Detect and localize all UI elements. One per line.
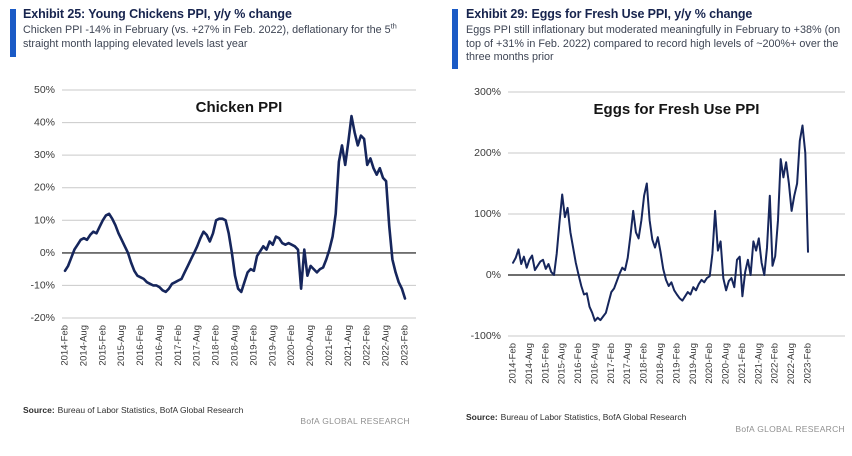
x-tick-label: 2014-Aug bbox=[78, 325, 89, 366]
source-label: Source: bbox=[23, 405, 55, 415]
panel-chicken-ppi: Exhibit 25: Young Chickens PPI, y/y % ch… bbox=[10, 7, 416, 426]
chart-title: Chicken PPI bbox=[196, 99, 283, 116]
y-axis-labels: 50% 40% 30% 20% 10% 0% -10% -20% bbox=[30, 84, 55, 324]
x-tick-label: 2022-Aug bbox=[786, 343, 797, 384]
y-tick-label: -100% bbox=[471, 330, 501, 342]
x-tick-label: 2016-Feb bbox=[573, 343, 584, 384]
x-tick-label: 2014-Aug bbox=[524, 343, 535, 384]
subtitle-text-before: Chicken PPI -14% in February (vs. +27% i… bbox=[23, 24, 391, 36]
x-tick-label: 2021-Aug bbox=[343, 325, 354, 366]
x-tick-label: 2022-Aug bbox=[381, 325, 392, 366]
x-tick-label: 2021-Feb bbox=[737, 343, 748, 384]
y-tick-label: 20% bbox=[34, 182, 55, 194]
x-tick-label: 2015-Aug bbox=[557, 343, 568, 384]
x-tick-label: 2021-Aug bbox=[753, 343, 764, 384]
x-tick-label: 2018-Aug bbox=[655, 343, 666, 384]
subtitle-superscript: th bbox=[390, 21, 397, 31]
x-axis-labels: 2014-Feb 2014-Aug 2015-Feb 2015-Aug 2016-Feb… bbox=[508, 343, 814, 384]
source-row: Source: Bureau of Labor Statistics, BofA … bbox=[466, 412, 686, 422]
exhibit-subtitle: Eggs PPI still inflationary but moderate… bbox=[466, 24, 841, 63]
x-tick-label: 2019-Feb bbox=[248, 325, 259, 366]
subtitle-text-after: straight month lapping elevated levels l… bbox=[23, 37, 248, 50]
x-tick-label: 2019-Aug bbox=[688, 343, 699, 384]
y-tick-label: 30% bbox=[34, 149, 55, 161]
x-tick-label: 2018-Aug bbox=[230, 325, 241, 366]
y-tick-label: 0% bbox=[486, 269, 501, 281]
x-tick-label: 2020-Feb bbox=[286, 325, 297, 366]
x-tick-label: 2015-Aug bbox=[116, 325, 127, 366]
x-tick-label: 2019-Aug bbox=[267, 325, 278, 366]
x-tick-label: 2016-Aug bbox=[154, 325, 165, 366]
y-gridlines bbox=[62, 89, 416, 319]
exhibit-title: Exhibit 29: Eggs for Fresh Use PPI, y/y … bbox=[466, 7, 753, 21]
exhibit-accent-bar bbox=[10, 9, 16, 57]
x-tick-label: 2018-Feb bbox=[211, 325, 222, 366]
panel-eggs-ppi: Exhibit 29: Eggs for Fresh Use PPI, y/y … bbox=[426, 0, 852, 456]
y-tick-label: 300% bbox=[474, 86, 501, 98]
x-tick-label: 2019-Feb bbox=[671, 343, 682, 384]
y-tick-label: 40% bbox=[34, 117, 55, 129]
x-tick-label: 2020-Aug bbox=[721, 343, 732, 384]
x-tick-label: 2016-Feb bbox=[135, 325, 146, 366]
x-tick-label: 2015-Feb bbox=[540, 343, 551, 384]
x-tick-label: 2017-Feb bbox=[606, 343, 617, 384]
bofa-watermark: BofA GLOBAL RESEARCH bbox=[735, 424, 845, 434]
x-tick-label: 2022-Feb bbox=[770, 343, 781, 384]
x-tick-label: 2020-Feb bbox=[704, 343, 715, 384]
exhibit-title: Exhibit 25: Young Chickens PPI, y/y % ch… bbox=[23, 7, 292, 21]
exhibit-subtitle: Chicken PPI -14% in February (vs. +27% i… bbox=[23, 21, 415, 51]
x-tick-label: 2018-Feb bbox=[639, 343, 650, 384]
bofa-watermark: BofA GLOBAL RESEARCH bbox=[300, 416, 410, 426]
y-tick-label: 10% bbox=[34, 214, 55, 226]
x-tick-label: 2023-Feb bbox=[400, 325, 411, 366]
x-tick-label: 2022-Feb bbox=[362, 325, 373, 366]
y-tick-label: 200% bbox=[474, 147, 501, 159]
x-axis-labels: 2014-Feb 2014-Aug 2015-Feb 2015-Aug 2016-Feb… bbox=[60, 325, 411, 366]
x-tick-label: 2017-Aug bbox=[192, 325, 203, 366]
chart-title: Eggs for Fresh Use PPI bbox=[594, 101, 760, 118]
x-tick-label: 2014-Feb bbox=[508, 343, 519, 384]
y-tick-label: -20% bbox=[30, 312, 55, 324]
y-tick-label: 0% bbox=[40, 247, 55, 259]
source-row: Source: Bureau of Labor Statistics, BofA … bbox=[23, 405, 243, 415]
eggs-ppi-line-chart: 300% 200% 100% 0% -100% Eggs for Fresh Use PP… bbox=[471, 86, 845, 384]
x-tick-label: 2023-Feb bbox=[803, 343, 814, 384]
x-tick-label: 2021-Feb bbox=[324, 325, 335, 366]
y-tick-label: 50% bbox=[34, 84, 55, 96]
x-tick-label: 2014-Feb bbox=[60, 325, 71, 366]
y-tick-label: 100% bbox=[474, 208, 501, 220]
x-tick-label: 2017-Aug bbox=[622, 343, 633, 384]
exhibit-accent-bar bbox=[452, 9, 458, 69]
y-axis-labels: 300% 200% 100% 0% -100% bbox=[471, 86, 501, 342]
series-line-chicken-ppi-y-y- bbox=[63, 114, 407, 300]
y-gridlines bbox=[508, 91, 845, 337]
chicken-ppi-line-chart: 50% 40% 30% 20% 10% 0% -10% -20% Chicken PPI 2014… bbox=[30, 84, 416, 366]
y-tick-label: -10% bbox=[30, 279, 55, 291]
x-tick-label: 2017-Feb bbox=[173, 325, 184, 366]
source-text: Bureau of Labor Statistics, BofA Global … bbox=[57, 405, 244, 415]
x-tick-label: 2015-Feb bbox=[97, 325, 108, 366]
x-tick-label: 2016-Aug bbox=[589, 343, 600, 384]
source-text: Bureau of Labor Statistics, BofA Global … bbox=[500, 412, 687, 422]
series-line-eggs-for-fresh-use-ppi-y-y- bbox=[512, 124, 809, 322]
source-label: Source: bbox=[466, 412, 498, 422]
x-tick-label: 2020-Aug bbox=[305, 325, 316, 366]
